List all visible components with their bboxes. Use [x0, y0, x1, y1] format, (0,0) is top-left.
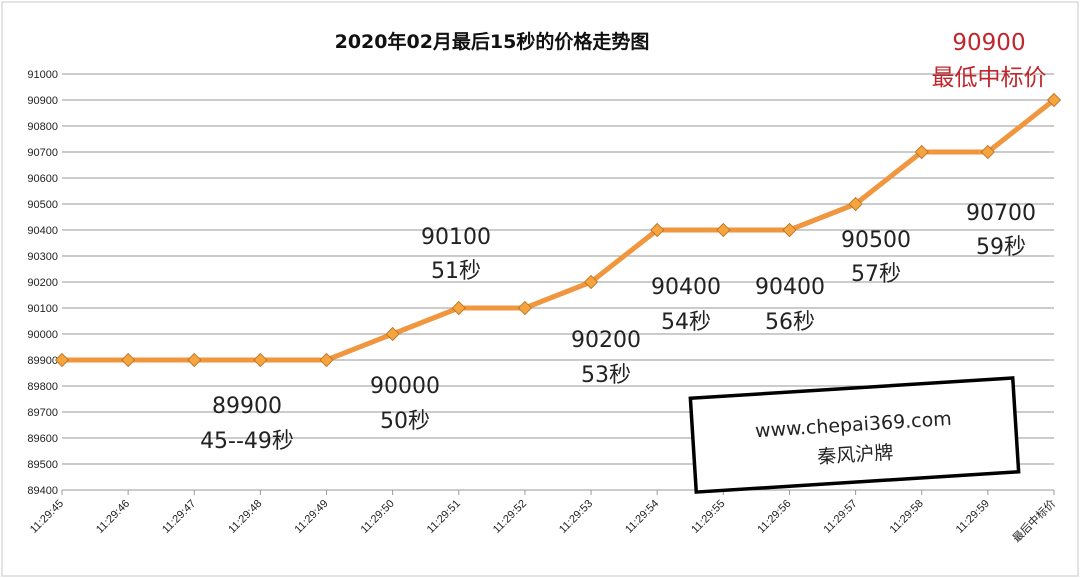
y-tick-label: 89400: [27, 485, 58, 497]
chart-title: 2020年02月最后15秒的价格走势图: [335, 30, 650, 53]
annotation-price: 90000: [370, 374, 440, 399]
data-point-marker: [782, 222, 797, 238]
y-tick-label: 90700: [27, 147, 58, 159]
annotation-label: 59秒: [976, 235, 1026, 260]
annotation-label: 45--49秒: [200, 429, 294, 454]
data-point-marker: [54, 352, 70, 368]
data-point-marker: [517, 300, 532, 316]
data-point-marker: [650, 222, 665, 238]
data-point-marker: [980, 144, 995, 160]
annotation-label: 最低中标价: [932, 65, 1047, 91]
y-tick-label: 90000: [27, 329, 58, 341]
y-tick-label: 89500: [27, 459, 58, 471]
y-tick-label: 90800: [27, 121, 58, 133]
data-point-marker: [253, 352, 268, 368]
annotation-price: 90100: [421, 225, 491, 250]
data-point-marker: [451, 300, 466, 316]
y-tick-label: 90100: [27, 303, 58, 315]
watermark-stamp: www.chepai369.com 秦风沪牌: [688, 376, 1021, 494]
stamp-name: 秦风沪牌: [817, 442, 894, 469]
annotation-label: 53秒: [581, 363, 631, 388]
y-tick-label: 89900: [27, 355, 58, 367]
y-tick-label: 90900: [27, 95, 58, 107]
y-tick-label: 90300: [27, 251, 58, 263]
annotation-price: 90400: [755, 275, 825, 300]
annotation-label: 57秒: [851, 262, 901, 287]
y-tick-label: 90200: [27, 277, 58, 289]
y-tick-label: 90600: [27, 173, 58, 185]
annotation-price: 90700: [966, 201, 1036, 226]
annotation-price: 90500: [841, 228, 911, 253]
data-point-marker: [584, 274, 599, 290]
gridlines: [62, 73, 1054, 491]
y-tick-label: 89800: [27, 381, 58, 393]
data-point-marker: [914, 144, 929, 160]
data-point-marker: [385, 326, 400, 342]
y-tick-label: 91000: [27, 69, 58, 81]
annotation-price: 90200: [571, 328, 641, 353]
annotation-price: 90900: [952, 30, 1025, 56]
series-line: [59, 97, 1057, 363]
y-tick-label: 89600: [27, 433, 58, 445]
y-tick-label: 90500: [27, 199, 58, 211]
annotation-label: 56秒: [765, 310, 815, 335]
y-axis-ticks: 89400 89500 89600 89700 89800 89900 90000 90100…: [27, 69, 58, 497]
y-tick-label: 89700: [27, 407, 58, 419]
annotation-price: 89900: [212, 394, 282, 419]
data-point-marker: [319, 352, 334, 368]
annotation-label: 54秒: [661, 310, 711, 335]
data-point-marker: [1046, 92, 1062, 108]
y-tick-label: 90400: [27, 225, 58, 237]
data-markers: [54, 92, 1062, 368]
annotation-label: 50秒: [380, 409, 430, 434]
data-point-marker: [121, 352, 136, 368]
annotation-price: 90400: [651, 275, 721, 300]
annotations: 90900 最低中标价 90100 51秒 90200 53秒 90400 54秒 90400 5…: [200, 30, 1046, 454]
data-point-marker: [187, 352, 202, 368]
stamp-border: [688, 376, 1021, 494]
data-point-marker: [848, 196, 863, 212]
annotation-label: 51秒: [431, 259, 481, 284]
data-point-marker: [716, 222, 731, 238]
